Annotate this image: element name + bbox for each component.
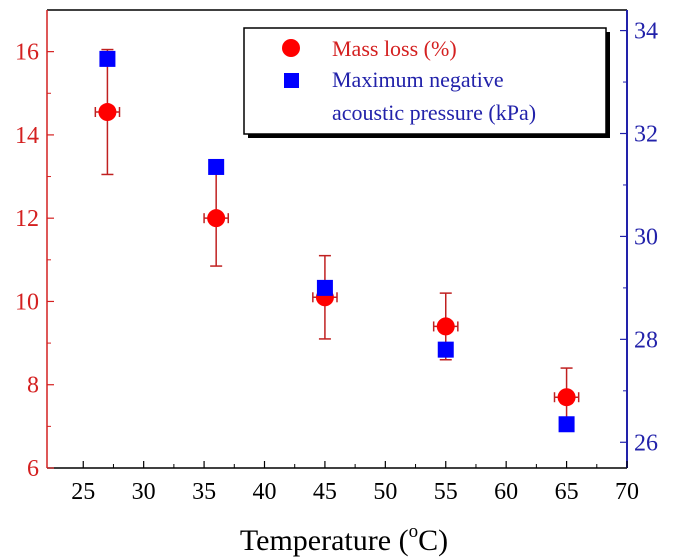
x-axis-title-unit: C) bbox=[418, 524, 448, 557]
pressure-point bbox=[99, 50, 116, 67]
x-tick-label: 55 bbox=[434, 479, 458, 505]
pressure-point bbox=[437, 341, 454, 358]
legend-circle-marker bbox=[282, 39, 300, 57]
y-right-tick-labels: 26 28 30 32 34 bbox=[634, 19, 658, 457]
y-right-tick-label: 26 bbox=[634, 430, 658, 456]
axis-ticks bbox=[47, 29, 628, 469]
y-right-tick-label: 30 bbox=[634, 224, 658, 250]
legend-label-mass-loss: Mass loss (%) bbox=[332, 36, 457, 61]
pressure-point bbox=[208, 158, 225, 175]
y-left-tick-label: 10 bbox=[15, 289, 39, 315]
x-axis-title: Temperature (oC) bbox=[240, 521, 448, 557]
mass-loss-point bbox=[557, 388, 576, 407]
x-tick-label: 65 bbox=[555, 479, 579, 505]
x-tick-label: 30 bbox=[132, 479, 156, 505]
y-left-tick-labels: 6 8 10 12 14 16 bbox=[15, 40, 39, 482]
x-tick-label: 70 bbox=[615, 479, 639, 505]
legend-square-marker bbox=[284, 73, 299, 88]
mass-loss-point bbox=[98, 103, 117, 122]
x-tick-label: 25 bbox=[71, 479, 95, 505]
y-left-tick-label: 14 bbox=[15, 123, 39, 149]
x-tick-label: 50 bbox=[373, 479, 397, 505]
y-left-tick-label: 16 bbox=[15, 40, 39, 66]
x-tick-label: 60 bbox=[494, 479, 518, 505]
y-left-tick-label: 8 bbox=[27, 373, 39, 399]
x-tick-label: 35 bbox=[192, 479, 216, 505]
legend-label-pressure-line: acoustic pressure (kPa) bbox=[332, 100, 536, 125]
legend: Mass loss (%) Maximum negative acoustic pr… bbox=[243, 27, 610, 138]
legend-label-pressure-line: Maximum negative bbox=[332, 67, 504, 92]
pressure-point bbox=[316, 279, 333, 296]
y-left-tick-label: 6 bbox=[27, 456, 39, 482]
pressure-point bbox=[558, 416, 575, 433]
x-tick-label: 40 bbox=[253, 479, 277, 505]
x-tick-label: 45 bbox=[313, 479, 337, 505]
y-right-tick-label: 34 bbox=[634, 19, 658, 45]
x-axis-title-degree: o bbox=[409, 521, 419, 542]
x-tick-labels: 25 30 35 40 45 50 55 60 65 70 bbox=[71, 479, 639, 505]
mass-loss-point bbox=[207, 209, 226, 228]
y-right-tick-label: 28 bbox=[634, 327, 658, 353]
legend-box bbox=[243, 27, 607, 135]
mass-loss-point bbox=[436, 317, 455, 336]
y-right-tick-label: 32 bbox=[634, 122, 658, 148]
y-left-tick-label: 12 bbox=[15, 206, 39, 232]
x-axis-title-main: Temperature ( bbox=[240, 524, 409, 557]
series-square bbox=[99, 50, 575, 433]
series-layer bbox=[94, 48, 580, 433]
